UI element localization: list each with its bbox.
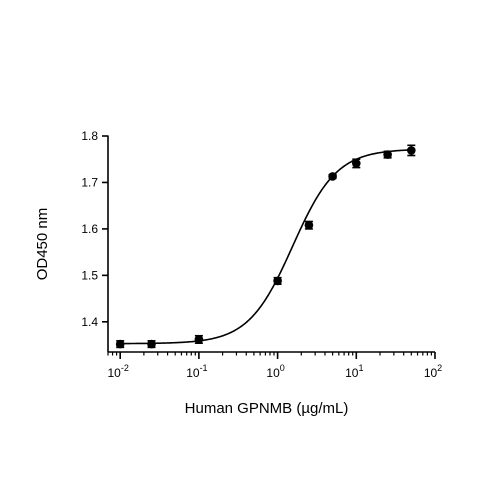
data-point	[383, 150, 392, 159]
x-tick-label: 10-1	[186, 363, 207, 380]
y-tick-label: 1.5	[81, 268, 98, 282]
x-axis-title: Human GPNMB (µg/mL)	[185, 400, 349, 417]
data-point	[304, 220, 314, 230]
x-tick-label: 10-2	[108, 363, 129, 380]
y-tick-label: 1.4	[81, 315, 98, 329]
data-point	[115, 339, 125, 349]
y-tick-label: 1.7	[81, 175, 98, 189]
data-point	[273, 276, 282, 286]
y-tick-label: 1.6	[81, 222, 98, 236]
data-point	[328, 172, 337, 181]
y-axis-title: OD450 nm	[34, 208, 51, 281]
y-tick-label: 1.8	[81, 129, 98, 143]
x-tick-label: 101	[345, 363, 363, 380]
x-tick-label: 102	[424, 363, 442, 380]
x-tick-label: 100	[266, 363, 284, 380]
data-point	[194, 335, 204, 344]
data-point	[407, 146, 416, 155]
fit-curve	[120, 149, 412, 345]
data-point	[147, 339, 156, 349]
data-point	[351, 159, 361, 168]
